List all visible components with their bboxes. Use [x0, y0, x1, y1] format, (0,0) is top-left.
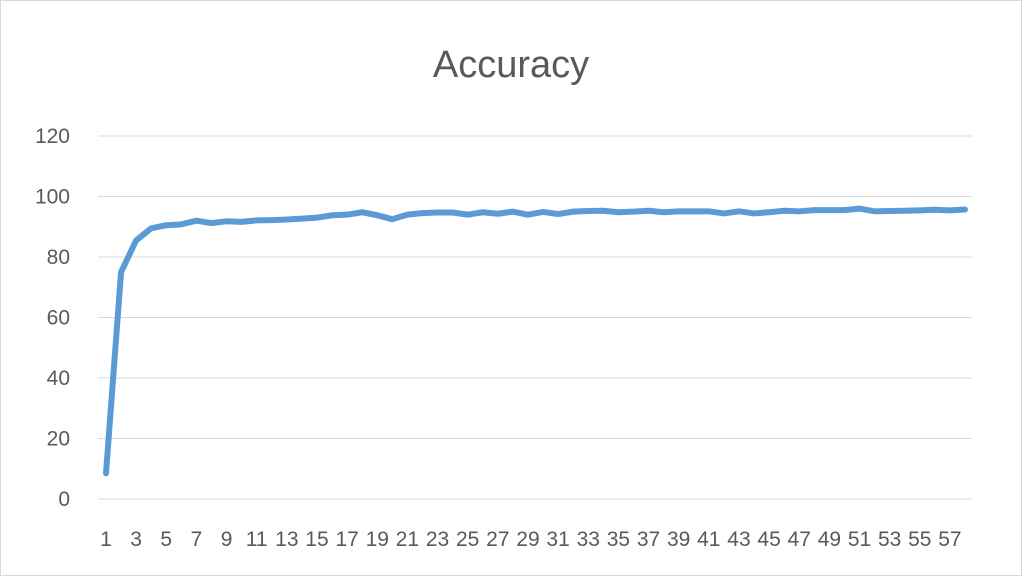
x-tick-label: 47	[788, 528, 811, 551]
x-tick-label: 55	[908, 528, 931, 551]
y-tick-label: 20	[47, 428, 70, 451]
x-tick-label: 5	[160, 528, 172, 551]
x-tick-label: 27	[486, 528, 509, 551]
x-tick-label: 35	[607, 528, 630, 551]
x-tick-label: 37	[637, 528, 660, 551]
y-tick-label: 60	[47, 307, 70, 330]
y-tick-label: 80	[47, 246, 70, 269]
x-tick-label: 7	[191, 528, 203, 551]
x-tick-label: 21	[396, 528, 419, 551]
y-tick-label: 120	[35, 125, 70, 148]
x-tick-label: 51	[848, 528, 871, 551]
x-tick-label: 15	[305, 528, 328, 551]
x-tick-label: 25	[456, 528, 479, 551]
series-line-0	[103, 205, 968, 477]
x-tick-label: 45	[757, 528, 780, 551]
x-tick-label: 1	[100, 528, 112, 551]
x-tick-label: 17	[335, 528, 358, 551]
gridlines	[98, 135, 972, 500]
x-tick-label: 11	[246, 528, 268, 551]
x-tick-label: 39	[667, 528, 690, 551]
x-axis-tick-labels: 1 3 5 7 9 11 13 15 17 19 21 23 25 27 29 31 33 35 37 39 41 43 4…	[100, 528, 961, 551]
x-tick-label: 3	[130, 528, 142, 551]
series-layer	[103, 205, 968, 477]
x-tick-label: 9	[221, 528, 233, 551]
x-tick-label: 53	[878, 528, 901, 551]
x-tick-label: 49	[818, 528, 841, 551]
y-axis-tick-labels: 0 20 40 60 80 100 120	[35, 125, 70, 511]
x-tick-label: 41	[697, 528, 720, 551]
x-tick-label: 43	[727, 528, 750, 551]
x-tick-label: 19	[366, 528, 389, 551]
x-tick-label: 57	[938, 528, 961, 551]
x-tick-label: 29	[516, 528, 539, 551]
chart-title: Accuracy	[433, 44, 589, 86]
x-tick-label: 23	[426, 528, 449, 551]
x-tick-label: 13	[275, 528, 298, 551]
x-tick-label: 33	[577, 528, 600, 551]
y-tick-label: 40	[47, 367, 70, 390]
y-tick-label: 100	[35, 186, 70, 209]
y-tick-label: 0	[58, 488, 70, 511]
x-tick-label: 31	[546, 528, 569, 551]
